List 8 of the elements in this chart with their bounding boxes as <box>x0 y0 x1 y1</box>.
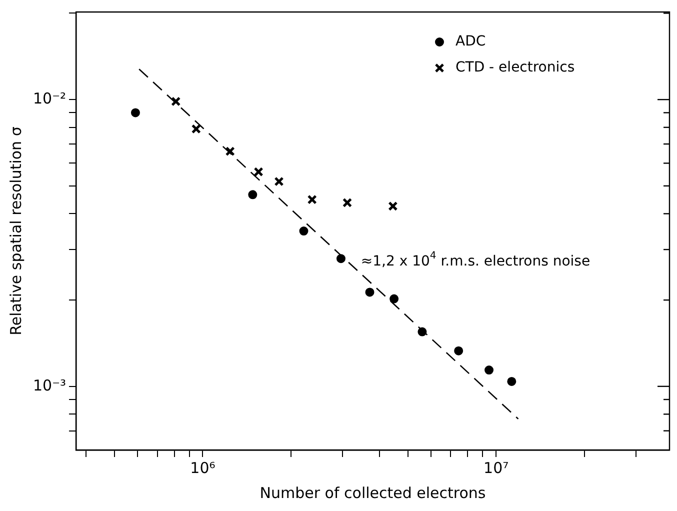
x-tick-label: 10⁷ <box>484 458 509 477</box>
legend-label: ADC <box>456 34 486 50</box>
y-axis-title: Relative spatial resolution σ <box>6 126 25 336</box>
legend-label: CTD - electronics <box>456 60 575 76</box>
y-tick-label: 10⁻² <box>32 89 66 108</box>
y-tick-label: 10⁻³ <box>32 376 66 394</box>
x-tick-label: 10⁶ <box>190 458 216 477</box>
x-axis-title: Number of collected electrons <box>260 484 486 502</box>
